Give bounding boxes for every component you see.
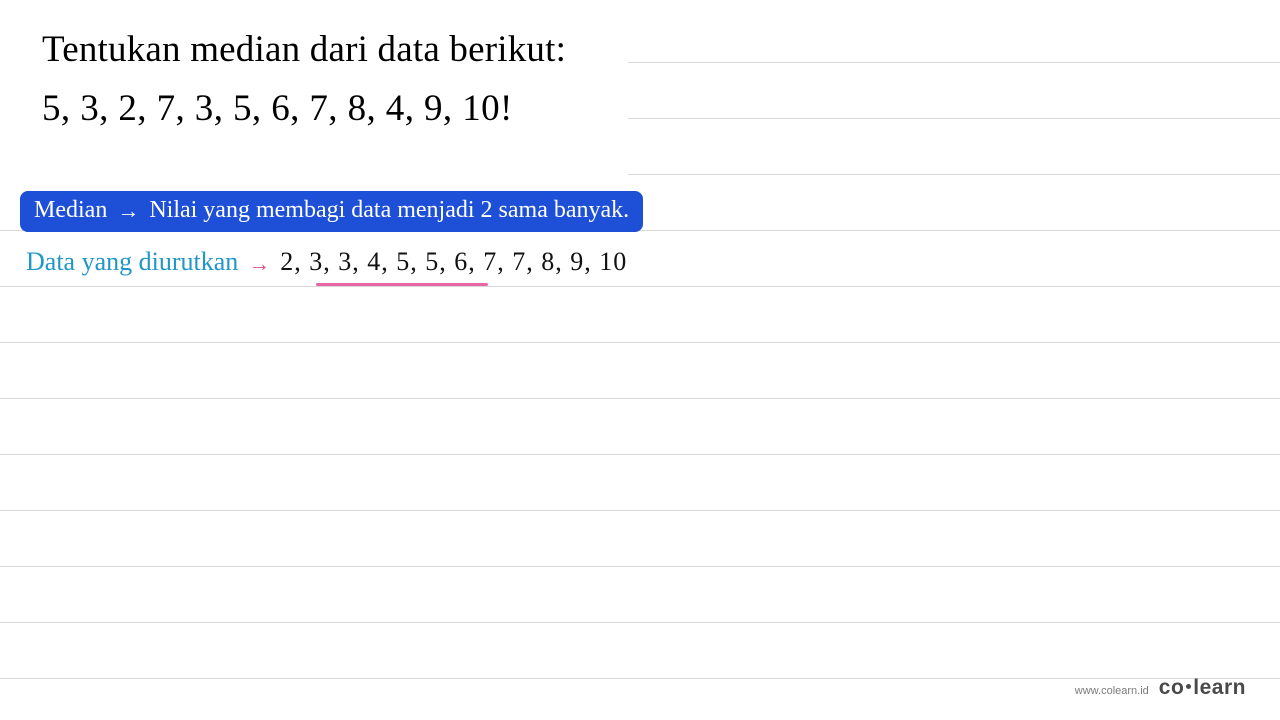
median-definition-box: Median → Nilai yang membagi data menjadi… [20, 191, 643, 232]
arrow-icon: → [117, 198, 139, 224]
sorted-values: 2, 3, 3, 4, 5, 5, 6, 7, 7, 8, 9, 10 [280, 247, 627, 277]
question-data: 5, 3, 2, 7, 3, 5, 6, 7, 8, 4, 9, 10! [42, 87, 566, 130]
footer-url: www.colearn.id [1075, 685, 1149, 697]
logo-right: learn [1193, 676, 1246, 699]
logo-dot-icon [1186, 684, 1191, 689]
footer-brand: www.colearn.id colearn [1075, 676, 1246, 700]
median-term: Median [34, 197, 107, 224]
colearn-logo: colearn [1159, 676, 1246, 700]
pink-underline [316, 283, 488, 286]
question-block: Tentukan median dari data berikut: 5, 3,… [42, 28, 566, 130]
sorted-data-row: Data yang diurutkan → 2, 3, 3, 4, 5, 5, … [26, 247, 627, 277]
median-definition-text: Nilai yang membagi data menjadi 2 sama b… [149, 197, 629, 224]
arrow-icon: → [248, 251, 270, 277]
sorted-label: Data yang diurutkan [26, 247, 238, 277]
question-title: Tentukan median dari data berikut: [42, 28, 566, 71]
logo-left: co [1159, 676, 1185, 699]
